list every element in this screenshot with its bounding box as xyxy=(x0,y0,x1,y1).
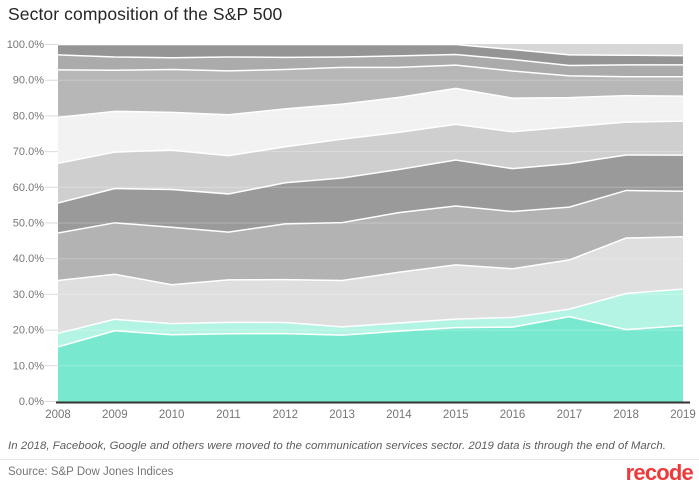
y-axis-label: 20.0% xyxy=(13,325,44,337)
y-axis-label: 0.0% xyxy=(19,396,44,408)
area-gray-5 xyxy=(58,88,683,164)
y-axis-label: 80.0% xyxy=(13,110,44,122)
x-axis-label: 2014 xyxy=(386,409,412,421)
y-axis-label: 60.0% xyxy=(13,182,44,194)
x-axis-label: 2013 xyxy=(329,409,355,421)
area-gray-7 xyxy=(58,54,683,77)
area-gray-1 xyxy=(58,236,683,334)
band-separator xyxy=(57,87,684,119)
band-separator xyxy=(58,43,684,57)
x-axis-label: 2018 xyxy=(613,409,639,421)
y-axis-label: 40.0% xyxy=(13,253,44,265)
x-axis-label: 2009 xyxy=(102,409,128,421)
area-light-teal xyxy=(58,289,683,347)
x-axis-label: 2011 xyxy=(216,409,241,421)
recode-logo: recode xyxy=(625,460,694,485)
band-separator xyxy=(57,120,684,165)
x-axis-label: 2017 xyxy=(557,409,583,421)
y-axis-label: 10.0% xyxy=(13,360,44,372)
x-axis-label: 2008 xyxy=(45,409,71,421)
footer-divider xyxy=(0,459,699,460)
y-axis-label: 30.0% xyxy=(13,289,44,301)
x-axis-label: 2019 xyxy=(670,409,696,421)
area-gray-4 xyxy=(58,121,683,204)
band-separator xyxy=(57,236,684,286)
x-axis-label: 2016 xyxy=(500,409,526,421)
x-axis-label: 2010 xyxy=(159,409,185,421)
band-separator xyxy=(57,315,684,348)
y-axis-label: 50.0% xyxy=(13,218,44,230)
band-separator xyxy=(57,288,684,335)
x-axis-label: 2015 xyxy=(443,409,469,421)
y-axis-label: 100.0% xyxy=(7,39,45,51)
chart-title: Sector composition of the S&P 500 xyxy=(8,4,283,24)
y-axis-label: 70.0% xyxy=(13,146,44,158)
stacked-area-chart: 0.0% 10.0% 20.0% 30.0% 40.0% 50.0% 60.0% 70.0% 8… xyxy=(7,39,696,421)
area-gray-6 xyxy=(58,65,683,118)
band-separator xyxy=(57,53,684,67)
band-separator xyxy=(57,189,684,234)
area-gray-3 xyxy=(58,155,683,233)
x-axis-label: 2012 xyxy=(272,409,298,421)
source-credit: Source: S&P Dow Jones Indices xyxy=(8,466,174,478)
y-axis-label: 90.0% xyxy=(13,75,44,87)
area-gray-2 xyxy=(58,190,683,285)
area-teal xyxy=(58,316,683,402)
chart-footnote: In 2018, Facebook, Google and others wer… xyxy=(8,440,666,452)
band-separator xyxy=(57,64,684,78)
band-separator xyxy=(57,154,684,204)
area-gray-9 xyxy=(58,44,683,56)
